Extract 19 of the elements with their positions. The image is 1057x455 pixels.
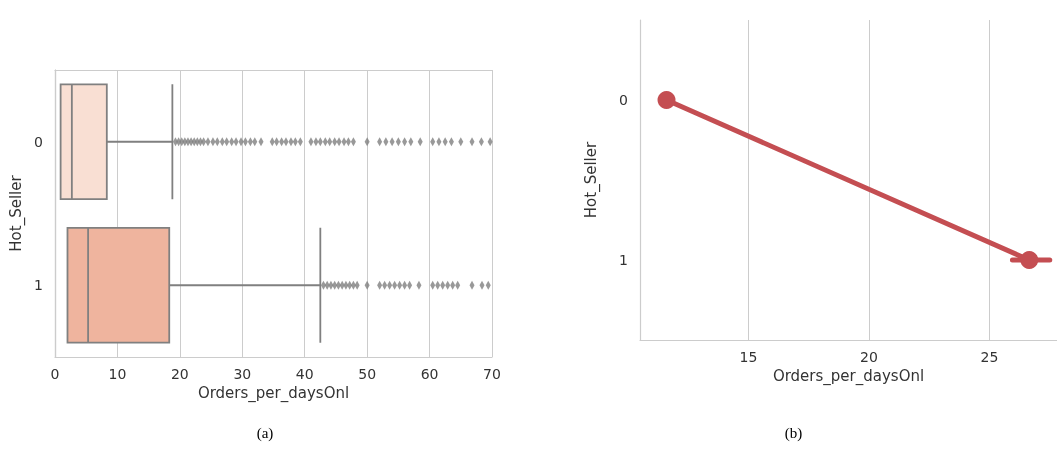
y-axis-title: Hot_Seller [581, 141, 601, 219]
x-axis-title: Orders_per_daysOnl [197, 384, 350, 404]
x-tick-label: 0 [50, 366, 60, 382]
x-tick-label: 20 [860, 349, 878, 365]
y-axis-title: Hot_Seller [6, 174, 26, 252]
y-tick-label: 1 [619, 252, 628, 268]
x-tick-label: 50 [358, 366, 377, 382]
text: (b) [784, 424, 803, 442]
x-tick-label: 30 [233, 366, 252, 382]
x-tick-label: 60 [420, 366, 439, 382]
x-tick-label: 25 [980, 349, 999, 365]
x-tick-label: 20 [170, 366, 189, 382]
y-tick-label: 1 [34, 277, 43, 294]
x-tick-label: 40 [295, 366, 314, 382]
text: (a) [256, 424, 274, 442]
x-tick-label: 70 [483, 366, 501, 382]
x-axis-title: Orders_per_daysOnl [772, 367, 925, 387]
x-tick-label: 15 [739, 349, 758, 365]
x-tick-label: 10 [108, 366, 127, 382]
